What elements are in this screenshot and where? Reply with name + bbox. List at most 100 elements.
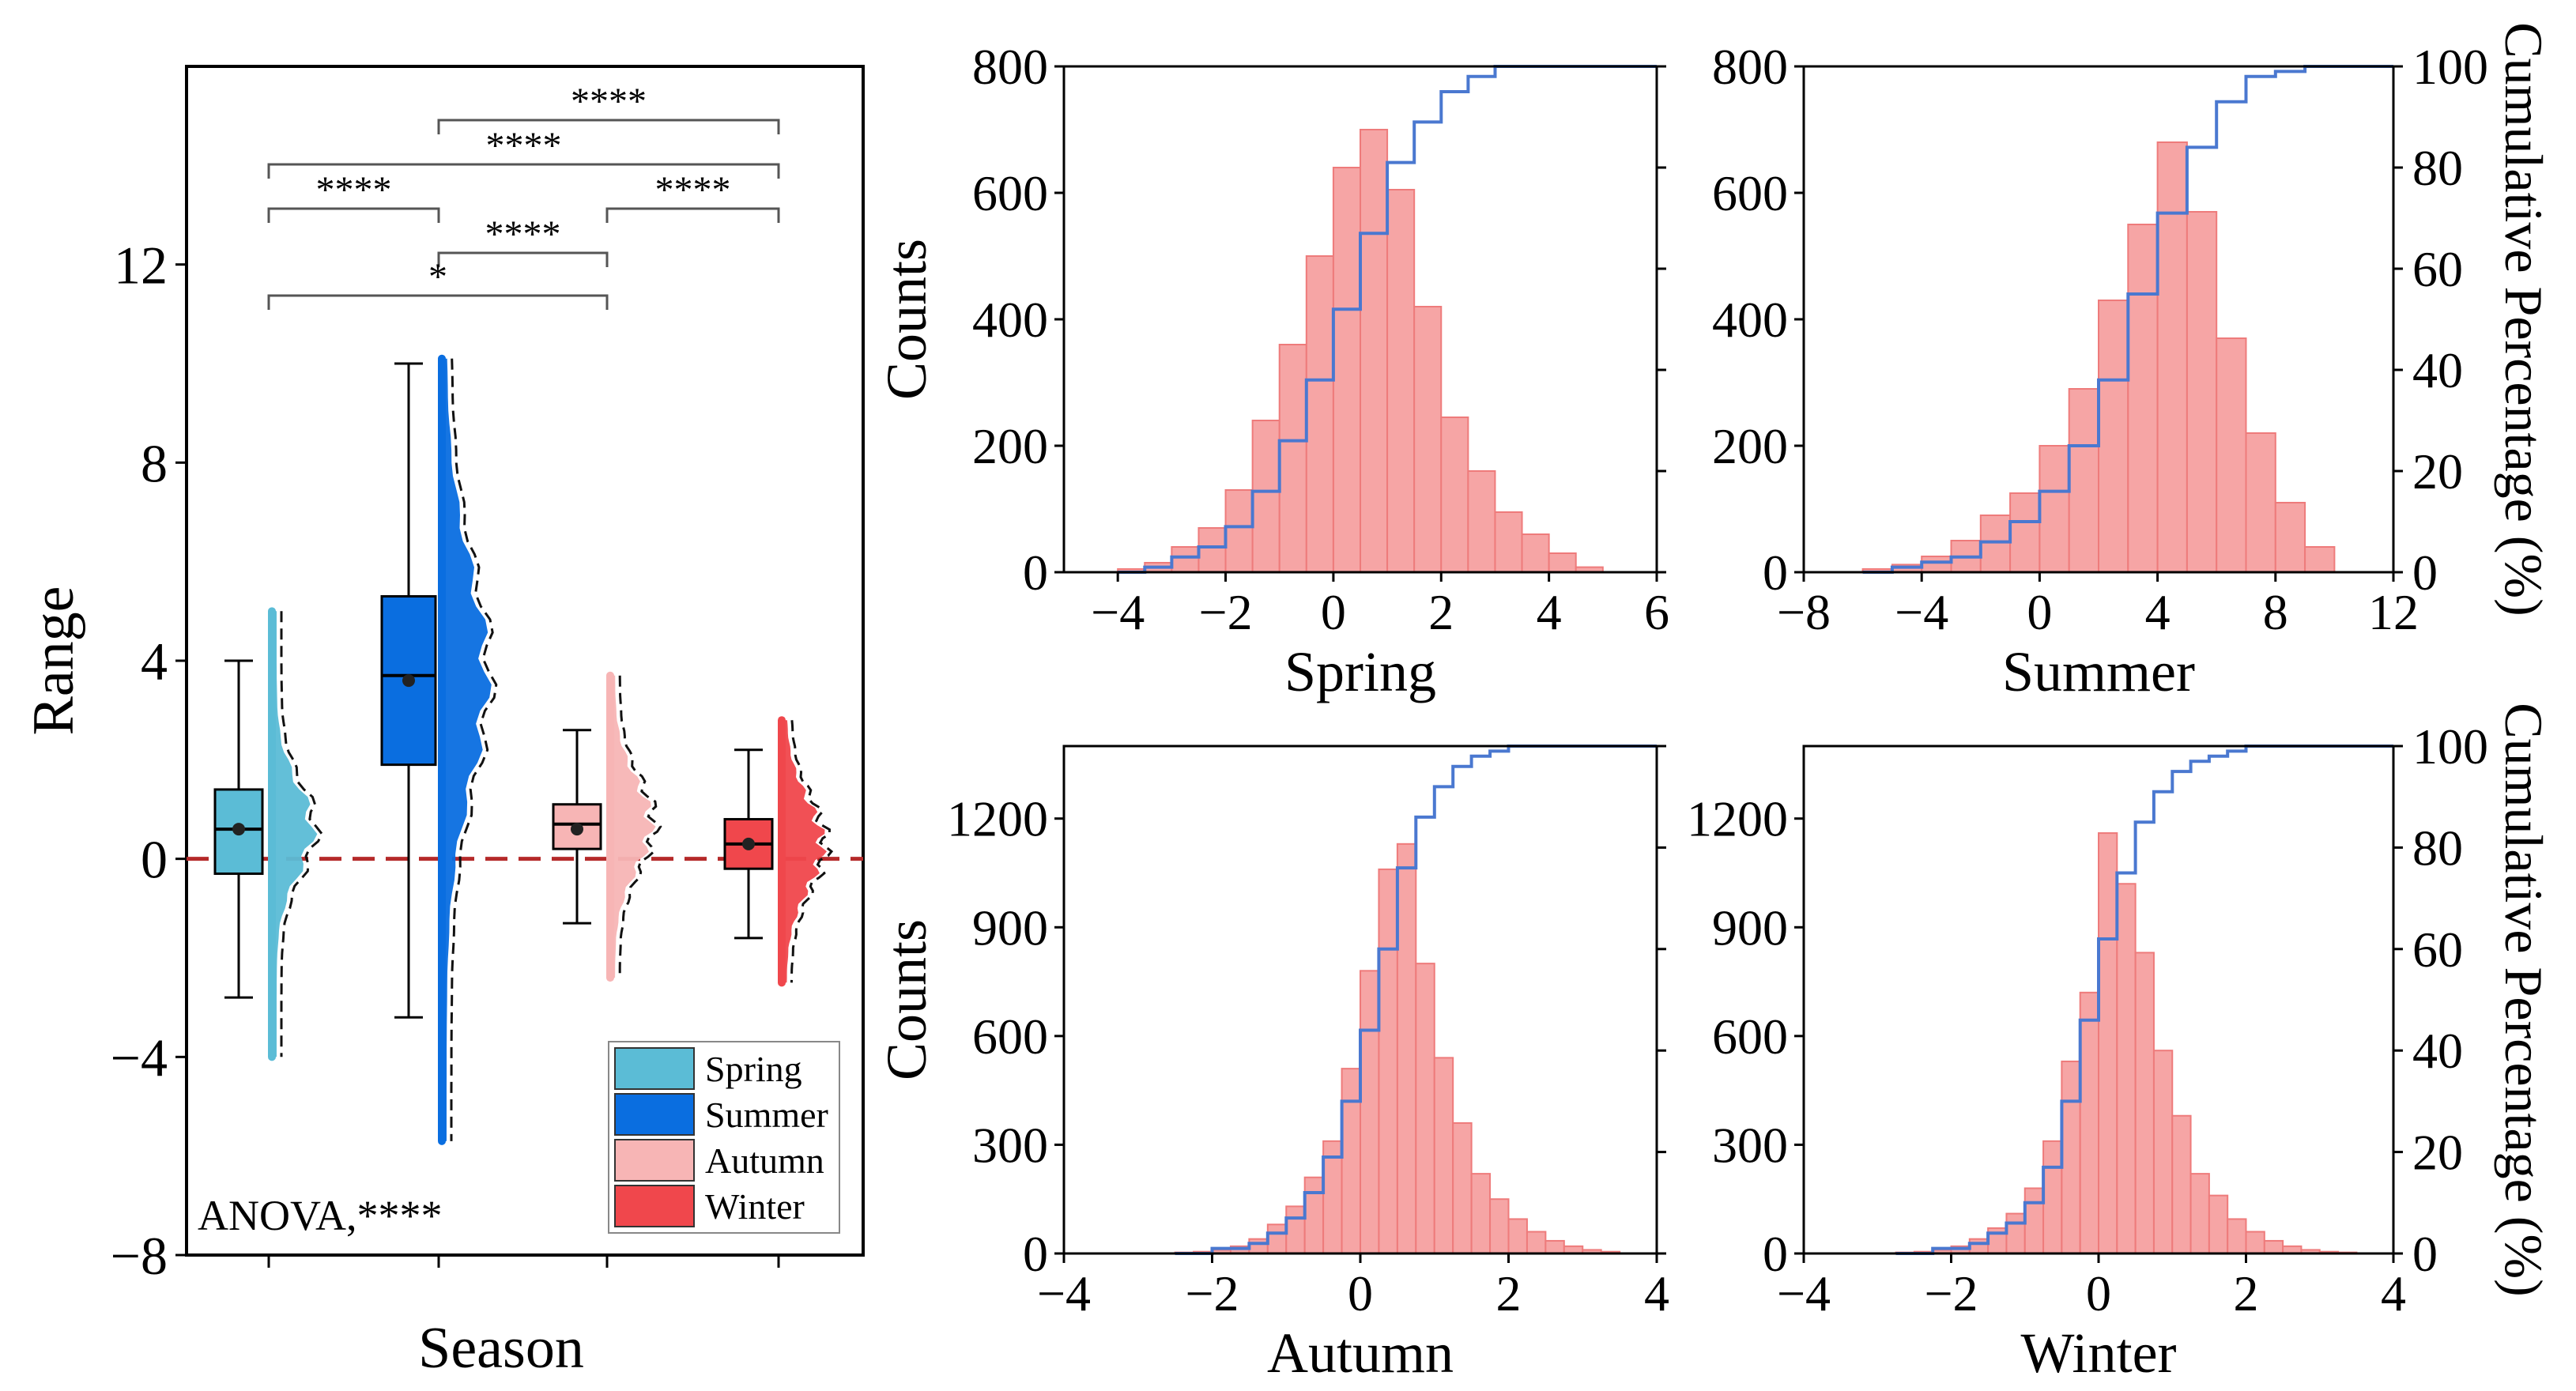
hist-x-tick-label: 2 [1428, 584, 1454, 640]
hist-x-tick-label: 0 [2027, 584, 2052, 640]
histogram-bar [1968, 1238, 1990, 1254]
histogram-bar [1248, 1238, 1269, 1254]
hist-x-tick-label: −4 [1777, 1265, 1831, 1321]
hist-x-axis-label: Summer [2002, 640, 2195, 703]
box-mean-point [402, 674, 415, 688]
significance-bracket: **** [437, 81, 780, 134]
hist-y2-tick-label: 20 [2412, 1125, 2463, 1181]
histogram-bar [1467, 470, 1496, 573]
hist-y-tick-label: 0 [1763, 545, 1788, 601]
legend-label: Autumn [705, 1140, 824, 1181]
histogram-bar [1433, 1057, 1454, 1255]
cumulative-percentage-line [1895, 745, 2393, 1255]
hist-x-axis-label: Autumn [1267, 1321, 1454, 1385]
hist-panel-autumn: 0 300 600 900 1200 −4 −2 0 2 4 Autumn Counts [875, 745, 1669, 1385]
hist-y2-axis-label: Cumulative Percentage (%) [2494, 703, 2554, 1297]
histogram-bar [2079, 991, 2099, 1255]
significance-bracket-line [437, 119, 780, 134]
box-series-autumn [552, 671, 662, 982]
histogram-bar [1413, 306, 1443, 573]
histogram-bar [1360, 970, 1380, 1255]
box-y-tick-label: −8 [111, 1226, 168, 1286]
histogram-bar [1285, 1205, 1306, 1255]
significance-label: **** [485, 213, 561, 255]
hist-x-tick-label: 6 [1644, 584, 1669, 640]
hist-y-tick-label: 600 [1712, 1008, 1788, 1065]
hist-x-tick-label: 0 [2086, 1265, 2111, 1321]
legend-item-summer: Summer [614, 1093, 828, 1136]
box-y-tick-label: 12 [114, 236, 168, 296]
cumulative-percentage-line [1862, 65, 2393, 574]
histogram-bar [1415, 963, 1435, 1254]
histogram-bar [1332, 167, 1361, 573]
hist-y-axis-label: Counts [875, 239, 938, 400]
histogram-bar [1921, 556, 1952, 573]
hist-y-tick-label: 900 [972, 899, 1048, 956]
histogram-bar [2216, 337, 2247, 573]
box-mean-point [742, 837, 755, 850]
histogram-bar [1378, 868, 1398, 1255]
box-legend: Spring Summer Autumn Winter [608, 1041, 840, 1234]
hist-y2-tick-label: 100 [2412, 39, 2488, 95]
histogram-bar [2127, 224, 2159, 573]
hist-panel-summer: 0 200 400 600 800 0 20 40 60 80 100 −8 −4 0 4 8 12 Summer… [1712, 22, 2554, 703]
legend-swatch [614, 1185, 695, 1227]
significance-bracket-line [605, 207, 780, 223]
hist-x-tick-label: −4 [1091, 584, 1145, 640]
violin-scatter-autumn [610, 675, 656, 978]
histogram-bar [2227, 1218, 2247, 1254]
histogram-bar [1489, 1198, 1510, 1254]
box-mean-point [232, 823, 245, 836]
histogram-bar [1224, 489, 1254, 573]
significance-bracket: **** [267, 169, 440, 223]
histogram-bar [2068, 388, 2099, 573]
histogram-bar [2098, 300, 2129, 573]
hist-x-tick-label: 4 [1644, 1265, 1669, 1321]
hist-x-tick-label: 4 [2145, 584, 2171, 640]
significance-bracket-line [437, 251, 609, 267]
hist-y-tick-label: 0 [1023, 545, 1048, 601]
histogram-bar [2245, 432, 2276, 573]
histogram-bar [1979, 515, 2012, 573]
hist-x-tick-label: 2 [2234, 1265, 2259, 1321]
significance-label: **** [655, 169, 731, 211]
hist-y-tick-label: 0 [1763, 1226, 1788, 1282]
box-mean-point [571, 823, 583, 836]
hist-x-tick-label: 12 [2368, 584, 2419, 640]
histogram-bar [1440, 417, 1469, 573]
box-y-tick-label: −4 [111, 1027, 168, 1088]
histogram-bar [1386, 189, 1416, 573]
hist-x-tick-label: 8 [2263, 584, 2288, 640]
histogram-bar [2186, 211, 2218, 573]
legend-label: Spring [705, 1049, 802, 1089]
hist-x-tick-label: −4 [1037, 1265, 1091, 1321]
histogram-bar [2061, 1060, 2081, 1255]
hist-y-tick-label: 600 [972, 165, 1048, 221]
histogram-bar [1544, 1239, 1565, 1254]
hist-x-tick-label: −2 [1924, 1265, 1978, 1321]
hist-x-tick-label: 4 [2381, 1265, 2406, 1321]
histogram-bar [1521, 533, 1550, 573]
histogram-bar [2134, 952, 2155, 1255]
box-series-spring [213, 607, 324, 1061]
legend-item-autumn: Autumn [614, 1139, 824, 1182]
hist-y-tick-label: 300 [1712, 1117, 1788, 1173]
histogram-bar [1305, 255, 1334, 573]
hist-y2-tick-label: 80 [2412, 140, 2463, 196]
box-series-summer [380, 354, 498, 1145]
violin-density-outline [450, 358, 498, 1141]
hist-y-tick-label: 1200 [1687, 791, 1788, 847]
histogram-bar [2171, 1114, 2192, 1254]
box-y-tick-label: 4 [141, 631, 168, 692]
hist-x-tick-label: −8 [1777, 584, 1831, 640]
legend-label: Summer [705, 1095, 828, 1135]
histogram-bar [2152, 1050, 2174, 1254]
histogram-bar [1278, 344, 1307, 573]
histogram-bar [1360, 129, 1389, 573]
hist-y-tick-label: 800 [1712, 39, 1788, 95]
significance-label: **** [486, 125, 562, 167]
violin-scatter-summer [442, 358, 492, 1141]
cumulative-percentage-line [1118, 65, 1657, 574]
histogram-bar [1303, 1176, 1325, 1254]
